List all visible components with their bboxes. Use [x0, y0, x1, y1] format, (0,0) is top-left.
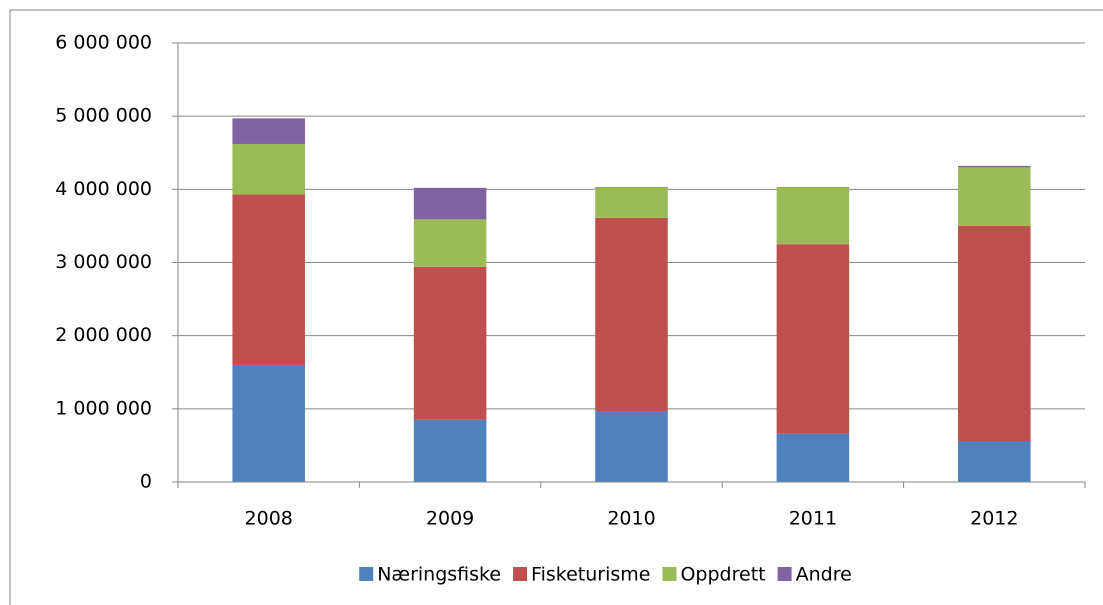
bar-segment	[232, 194, 305, 365]
bar-segment	[413, 266, 487, 420]
x-tick-label: 2009	[426, 508, 474, 530]
y-tick-label: 0	[140, 471, 152, 493]
bar-segment	[776, 433, 850, 482]
bar-segment	[595, 187, 668, 188]
bar-segment	[413, 219, 487, 267]
legend-swatch	[359, 567, 374, 581]
x-tick-label: 2008	[245, 508, 293, 530]
y-tick-label: 6 000 000	[55, 32, 152, 54]
bar-segment	[595, 411, 668, 482]
legend-label: Fisketurisme	[531, 564, 650, 586]
legend-label: Andre	[796, 564, 852, 586]
bar-segment	[595, 187, 668, 218]
legend-label: Oppdrett	[680, 564, 765, 586]
bar-segment	[958, 441, 1031, 482]
legend-swatch	[662, 567, 677, 581]
chart-frame	[9, 9, 1103, 605]
bar-segment	[413, 419, 487, 482]
bar-segment	[595, 217, 668, 412]
legend-swatch	[513, 567, 528, 581]
y-tick-label: 4 000 000	[55, 178, 152, 200]
y-tick-label: 3 000 000	[55, 251, 152, 273]
bar-segment	[232, 143, 305, 195]
y-tick-label: 2 000 000	[55, 324, 152, 346]
bar-segment	[232, 118, 305, 144]
bar-segment	[776, 187, 850, 245]
y-tick-label: 1 000 000	[55, 397, 152, 419]
bar-segment	[958, 165, 1031, 168]
bar-segment	[776, 244, 850, 434]
bar-segment	[776, 187, 850, 188]
legend-swatch	[777, 567, 792, 581]
x-tick-label: 2010	[607, 508, 655, 530]
x-tick-label: 2012	[970, 508, 1018, 530]
bar-segment	[413, 187, 487, 220]
bar-segment	[232, 364, 305, 482]
x-tick-label: 2011	[789, 508, 837, 530]
bar-segment	[958, 225, 1031, 442]
legend-label: Næringsfiske	[377, 564, 501, 586]
bar-segment	[958, 167, 1031, 226]
y-tick-label: 5 000 000	[55, 105, 152, 127]
